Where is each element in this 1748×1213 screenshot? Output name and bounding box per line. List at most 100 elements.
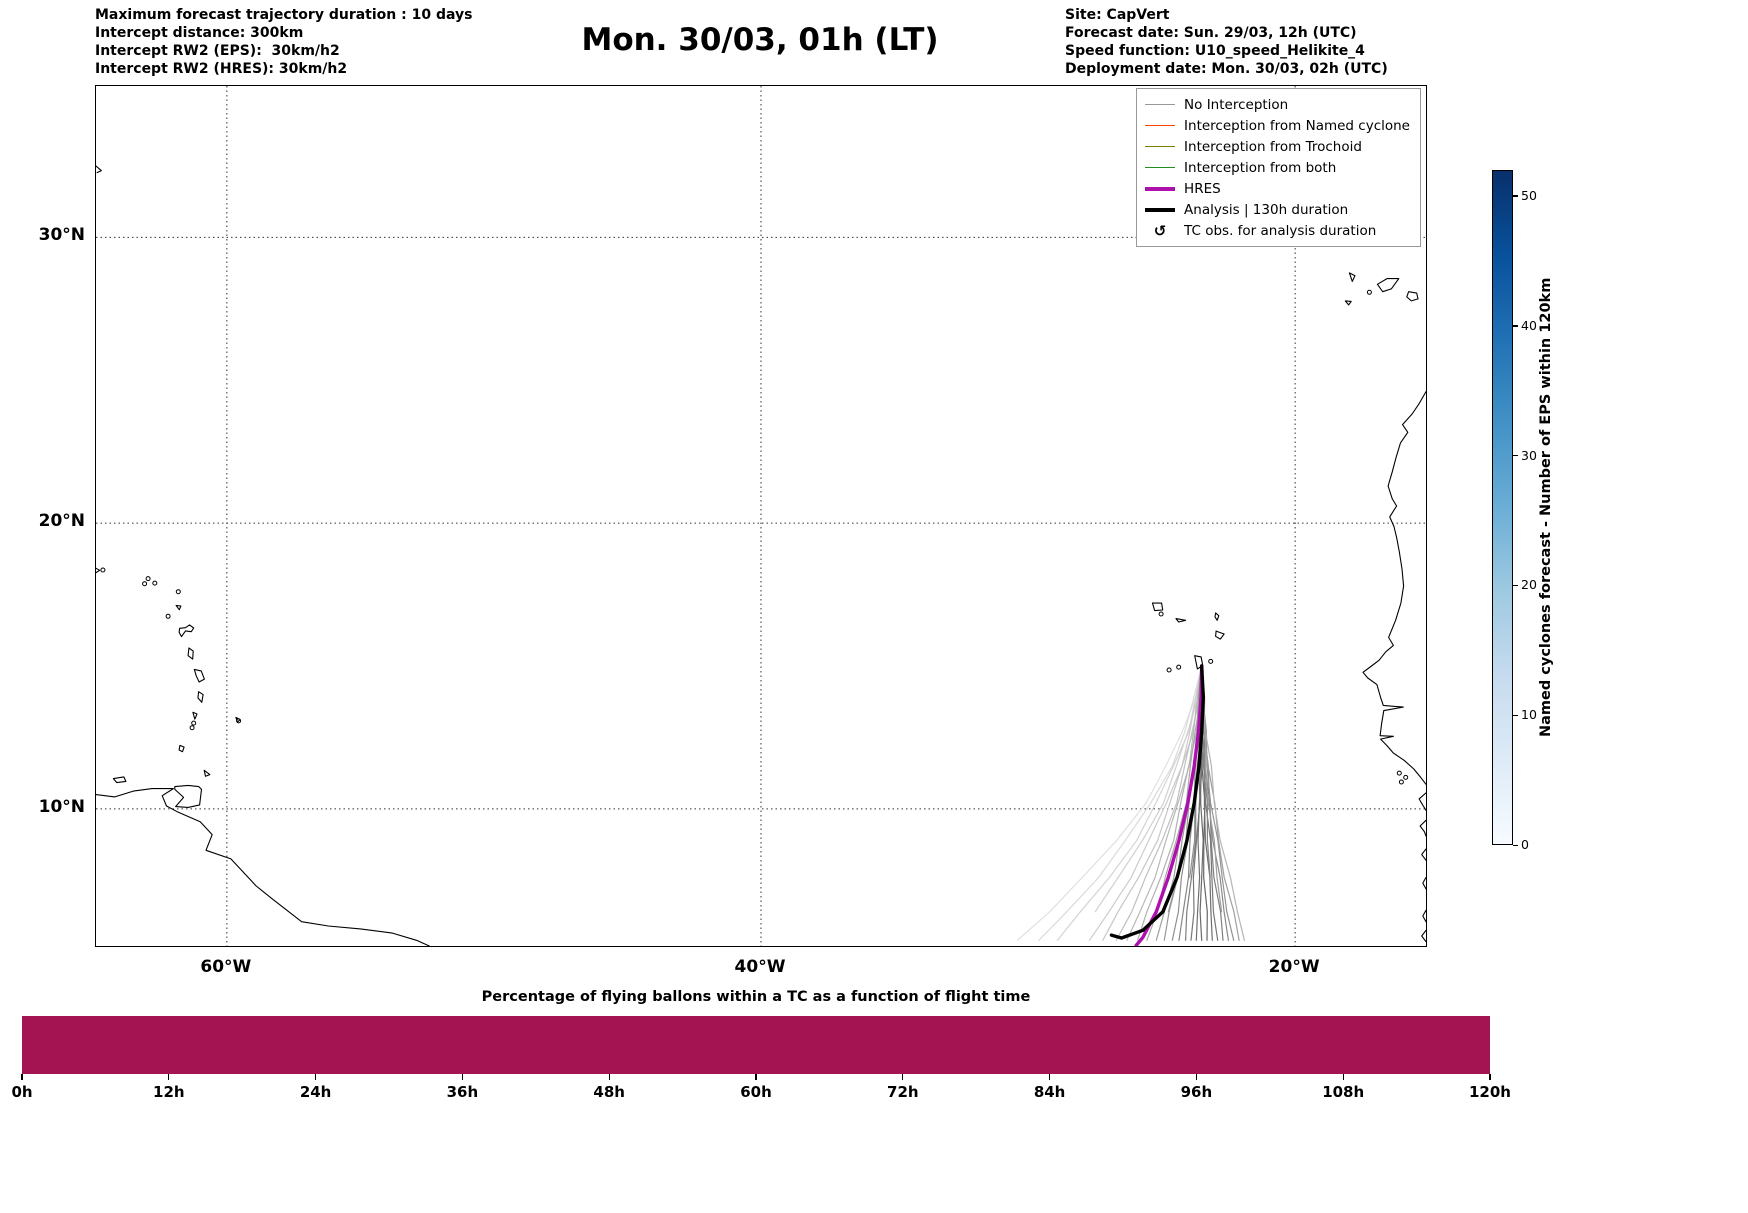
legend-item: ↺ TC obs. for analysis duration [1145, 220, 1410, 241]
flight-time-tickmark [1342, 1074, 1344, 1080]
flight-time-tickmark [314, 1074, 317, 1080]
flight-time-tickmark [755, 1074, 757, 1080]
colorbar-gradient [1492, 170, 1513, 845]
coastline-sal [1214, 612, 1220, 621]
legend-line-swatch [1145, 146, 1176, 147]
analysis-track [1109, 664, 1206, 940]
flight-time-tickmark [21, 1074, 23, 1080]
island [100, 567, 106, 573]
colorbar-tickmark [1513, 325, 1518, 327]
legend-line [1145, 167, 1176, 168]
param-line: Intercept RW2 (HRES): 30km/h2 [95, 61, 348, 77]
colorbar-tickmark [1513, 584, 1518, 587]
colorbar-tick-label: 40 [1521, 317, 1537, 333]
coastline-africa-coast [1362, 391, 1426, 785]
info-line: Site: CapVert [1065, 7, 1170, 23]
coastline-santo-antao [1151, 602, 1164, 612]
island [189, 725, 195, 731]
colorbar-tick-label: 30 [1521, 447, 1537, 463]
coastline-guadeloupe [178, 624, 195, 638]
legend-item: Interception from both [1145, 157, 1410, 178]
island [165, 613, 171, 619]
flight-time-tickmark [608, 1074, 610, 1080]
colorbar-tick-label: 10 [1521, 707, 1537, 723]
coastline-bermuda [96, 165, 102, 174]
coastline-guinea-coast-frag [1421, 929, 1426, 943]
coastline-virgin-islands [96, 567, 101, 574]
flight-time-tick-label: 48h [593, 1083, 625, 1101]
bottom-chart-title: Percentage of flying ballons within a TC… [481, 989, 1031, 1005]
lat-tick-label: 10°N [38, 796, 85, 817]
lat-tick-label: 20°N [38, 511, 85, 532]
flight-time-tickmark [461, 1074, 464, 1080]
coastline-sao-nicolau [1175, 618, 1187, 623]
island [152, 580, 158, 586]
coastline-guinea-coast-frag [1422, 909, 1426, 923]
lat-tick-label: 30°N [38, 225, 85, 246]
legend-line-swatch [1145, 186, 1176, 191]
ensemble-track [1115, 665, 1203, 941]
colorbar-tick-label: 20 [1521, 577, 1537, 593]
param-line: Intercept RW2 (EPS): 30km/h2 [95, 43, 340, 59]
legend-line [1145, 104, 1176, 105]
legend-label: TC obs. for analysis duration [1184, 222, 1377, 239]
info-line: Deployment date: Mon. 30/03, 02h (UTC) [1065, 61, 1388, 77]
coastline-antigua [175, 604, 182, 611]
ensemble-track [1038, 665, 1203, 941]
legend-label: Analysis | 130h duration [1184, 201, 1349, 218]
coastline-grenada [178, 744, 185, 753]
lon-tick-label: 20°W [1268, 957, 1320, 977]
colorbar-tick-label: 50 [1521, 187, 1537, 203]
map-axes: No Interception Interception from Named c… [95, 85, 1427, 947]
legend-label: Interception from Trochoid [1184, 138, 1362, 155]
island [175, 589, 181, 595]
legend-label: No Interception [1184, 96, 1289, 113]
legend-label: HRES [1184, 180, 1221, 197]
colorbar-tickmark [1513, 455, 1518, 457]
param-line: Maximum forecast trajectory duration : 1… [95, 7, 473, 23]
island [145, 576, 151, 582]
legend-line [1145, 125, 1176, 126]
island [236, 718, 242, 724]
forecast-info-block: Site: CapVert Forecast date: Sun. 29/03, … [1065, 6, 1388, 78]
coastline-la-palma [1348, 272, 1356, 282]
legend-line [1145, 186, 1176, 191]
coastline-trinidad [174, 784, 203, 808]
figure-title: Mon. 30/03, 01h (LT) [581, 22, 939, 58]
flight-time-tickmark [1195, 1074, 1198, 1080]
coastline-guinea-coast-frag [1418, 792, 1426, 811]
info-line: Speed function: U10_speed_Helikite_4 [1065, 43, 1365, 59]
params-block: Maximum forecast trajectory duration : 1… [95, 6, 472, 78]
colorbar-tickmark [1513, 844, 1518, 846]
coastline-st-lucia [197, 691, 204, 703]
coastline-south-america-coast [96, 788, 430, 946]
island [1398, 779, 1404, 785]
legend-label: Interception from Named cyclone [1184, 117, 1410, 134]
flight-time-tickmark [1048, 1074, 1051, 1080]
coastline-el-hierro [1344, 300, 1352, 306]
island [1176, 664, 1182, 670]
coastline-st-vincent [192, 711, 198, 720]
legend-line-swatch [1145, 207, 1176, 212]
island [142, 581, 148, 587]
flight-time-tick-label: 36h [446, 1083, 479, 1101]
colorbar-tickmark [1513, 714, 1518, 716]
flight-time-tick-label: 12h [153, 1083, 185, 1101]
coastline-gran-canaria [1406, 291, 1419, 302]
coastline-martinique [193, 668, 205, 683]
flight-time-tick-label: 108h [1322, 1083, 1365, 1101]
legend-item: HRES [1145, 178, 1410, 199]
coastline-boa-vista [1215, 630, 1225, 640]
flight-time-tickmark [902, 1074, 904, 1080]
island [1166, 667, 1172, 673]
ensemble-track [1088, 665, 1203, 941]
flight-time-tick-label: 0h [11, 1083, 33, 1101]
island [191, 720, 197, 726]
flight-time-tick-label: 24h [299, 1083, 332, 1101]
coastline-guinea-coast-frag [1422, 876, 1426, 890]
island [1158, 611, 1164, 617]
info-line: Forecast date: Sun. 29/03, 12h (UTC) [1065, 25, 1357, 41]
colorbar-label: Named cyclones forecast - Number of EPS … [1538, 277, 1554, 738]
island [1396, 770, 1402, 776]
